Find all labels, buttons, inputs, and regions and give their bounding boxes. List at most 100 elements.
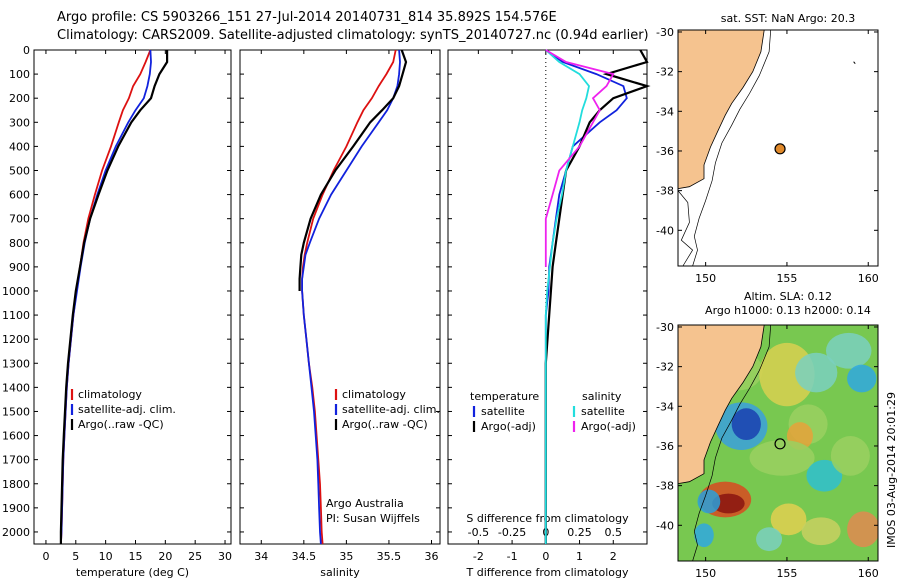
lat-tick-label: -36 bbox=[656, 440, 674, 453]
lat-tick-label: -38 bbox=[656, 480, 674, 493]
x-tick-label: 0 bbox=[42, 550, 49, 563]
y-tick-label: 1300 bbox=[2, 357, 30, 370]
legend-label: Argo(..raw -QC) bbox=[342, 418, 428, 431]
y-tick-label: 900 bbox=[9, 261, 30, 274]
lat-tick-label: -30 bbox=[656, 26, 674, 39]
x-axis-label: temperature (deg C) bbox=[76, 566, 189, 579]
series-line-1 bbox=[301, 49, 401, 545]
legend-label: satellite bbox=[581, 405, 625, 418]
legend-label: satellite bbox=[481, 405, 525, 418]
series-line-2 bbox=[59, 50, 169, 544]
x-tick-label: 34.5 bbox=[292, 550, 317, 563]
x-tick-label: 36 bbox=[424, 550, 438, 563]
argo-position-marker bbox=[774, 438, 786, 450]
header-line-2: Climatology: CARS2009. Satellite-adjuste… bbox=[57, 28, 649, 43]
legend-label: Argo(-adj) bbox=[581, 420, 636, 433]
salinity-panel: 34 34.5 35 35.5 36 salinity climatology satelli… bbox=[239, 49, 441, 579]
map-title: sat. SST: NaN Argo: 20.3 bbox=[721, 12, 855, 25]
lat-tick-label: -32 bbox=[656, 361, 674, 374]
map-frame bbox=[677, 324, 879, 562]
y-tick-label: 300 bbox=[9, 116, 30, 129]
lat-tick-label: -36 bbox=[656, 145, 674, 158]
x-tick-label: 15 bbox=[128, 550, 142, 563]
y-tick-label: 1100 bbox=[2, 309, 30, 322]
y-tick-label: 1400 bbox=[2, 381, 30, 394]
lat-tick-label: -32 bbox=[656, 66, 674, 79]
lat-tick-label: -40 bbox=[656, 519, 674, 532]
salinity-tick-label: -0.5 bbox=[468, 526, 489, 539]
salinity-axis-label: S difference from climatology bbox=[466, 512, 629, 525]
sla-anomaly-blob bbox=[847, 511, 878, 548]
sla-anomaly-blob bbox=[801, 517, 841, 546]
y-tick-label: 700 bbox=[9, 213, 30, 226]
x-tick-label: -1 bbox=[507, 550, 518, 563]
y-tick-label: 0 bbox=[23, 44, 30, 57]
map-frame bbox=[677, 29, 879, 267]
lon-tick-label: 160 bbox=[858, 272, 879, 285]
y-tick-label: 200 bbox=[9, 92, 30, 105]
sla-anomaly-blob bbox=[770, 503, 807, 536]
salinity-tick-label: 0.25 bbox=[567, 526, 592, 539]
legend-label: climatology bbox=[342, 388, 406, 401]
lon-tick-label: 150 bbox=[695, 272, 716, 285]
legend-label: Argo(-adj) bbox=[481, 420, 536, 433]
y-tick-label: 1200 bbox=[2, 333, 30, 346]
y-tick-label: 1700 bbox=[2, 454, 30, 467]
x-tick-label: 35.5 bbox=[377, 550, 402, 563]
y-tick-label: 400 bbox=[9, 140, 30, 153]
land-polygon bbox=[677, 324, 765, 485]
legend-label: climatology bbox=[78, 388, 142, 401]
lat-tick-label: -38 bbox=[656, 185, 674, 198]
x-tick-label: 0 bbox=[542, 550, 549, 563]
x-tick-label: 34 bbox=[254, 550, 268, 563]
sla-anomaly-blob bbox=[697, 489, 721, 514]
difference-panel: -2 -1 0 1 2 T difference from climatology -0.5… bbox=[447, 49, 651, 579]
y-tick-label: 1500 bbox=[2, 405, 30, 418]
legend-label: satellite-adj. clim. bbox=[342, 403, 440, 416]
x-tick-label: 2 bbox=[610, 550, 617, 563]
y-tick-label: 1000 bbox=[2, 285, 30, 298]
argo-position-marker bbox=[774, 143, 786, 155]
temperature-panel: 0100200300400500600700800900100011001200… bbox=[2, 44, 232, 579]
salinity-tick-label: 0.5 bbox=[605, 526, 623, 539]
y-tick-label: 500 bbox=[9, 164, 30, 177]
x-tick-label: 5 bbox=[72, 550, 79, 563]
y-tick-label: 1900 bbox=[2, 502, 30, 515]
x-tick-label: 20 bbox=[158, 550, 172, 563]
x-tick-label: 10 bbox=[99, 550, 113, 563]
salinity-tick-label: -0.25 bbox=[498, 526, 526, 539]
sla-anomaly-blob bbox=[806, 459, 843, 492]
series-line-3 bbox=[544, 49, 615, 267]
legend-label: satellite-adj. clim. bbox=[78, 403, 176, 416]
series-line-2 bbox=[544, 49, 590, 544]
island-mark bbox=[853, 61, 856, 65]
annotation-line: Argo Australia bbox=[326, 497, 404, 510]
plot-frame bbox=[33, 49, 232, 545]
x-tick-label: -2 bbox=[473, 550, 484, 563]
sla-anomaly-blob bbox=[795, 352, 838, 393]
sla-anomaly-blob bbox=[712, 493, 745, 514]
y-tick-label: 1800 bbox=[2, 478, 30, 491]
lon-tick-label: 160 bbox=[858, 567, 879, 580]
plot-frame bbox=[239, 49, 441, 545]
x-axis-label: salinity bbox=[320, 566, 360, 579]
x-axis-label: T difference from climatology bbox=[466, 566, 629, 579]
y-tick-label: 600 bbox=[9, 189, 30, 202]
x-tick-label: 30 bbox=[218, 550, 232, 563]
y-tick-label: 2000 bbox=[2, 526, 30, 539]
land-polygon bbox=[677, 29, 765, 190]
sla-anomaly-blob bbox=[825, 332, 872, 369]
sla-map-panel: -30 -32 -34 -36 -38 -40 150 155 160 Altim. SLA: 0… bbox=[656, 290, 879, 580]
y-tick-label: 1600 bbox=[2, 430, 30, 443]
lon-tick-label: 150 bbox=[695, 567, 716, 580]
lat-tick-label: -40 bbox=[656, 224, 674, 237]
sst-map-panel: -30 -32 -34 -36 -38 -40 150 155 160 sat. SST: NaN… bbox=[656, 12, 879, 285]
lon-tick-label: 155 bbox=[776, 272, 797, 285]
sla-anomaly-blob bbox=[731, 408, 761, 441]
sla-anomaly-blob bbox=[847, 364, 877, 393]
legend-header: salinity bbox=[582, 390, 622, 403]
lat-tick-label: -34 bbox=[656, 105, 674, 118]
legend-header: temperature bbox=[470, 390, 539, 403]
lon-tick-label: 155 bbox=[776, 567, 797, 580]
